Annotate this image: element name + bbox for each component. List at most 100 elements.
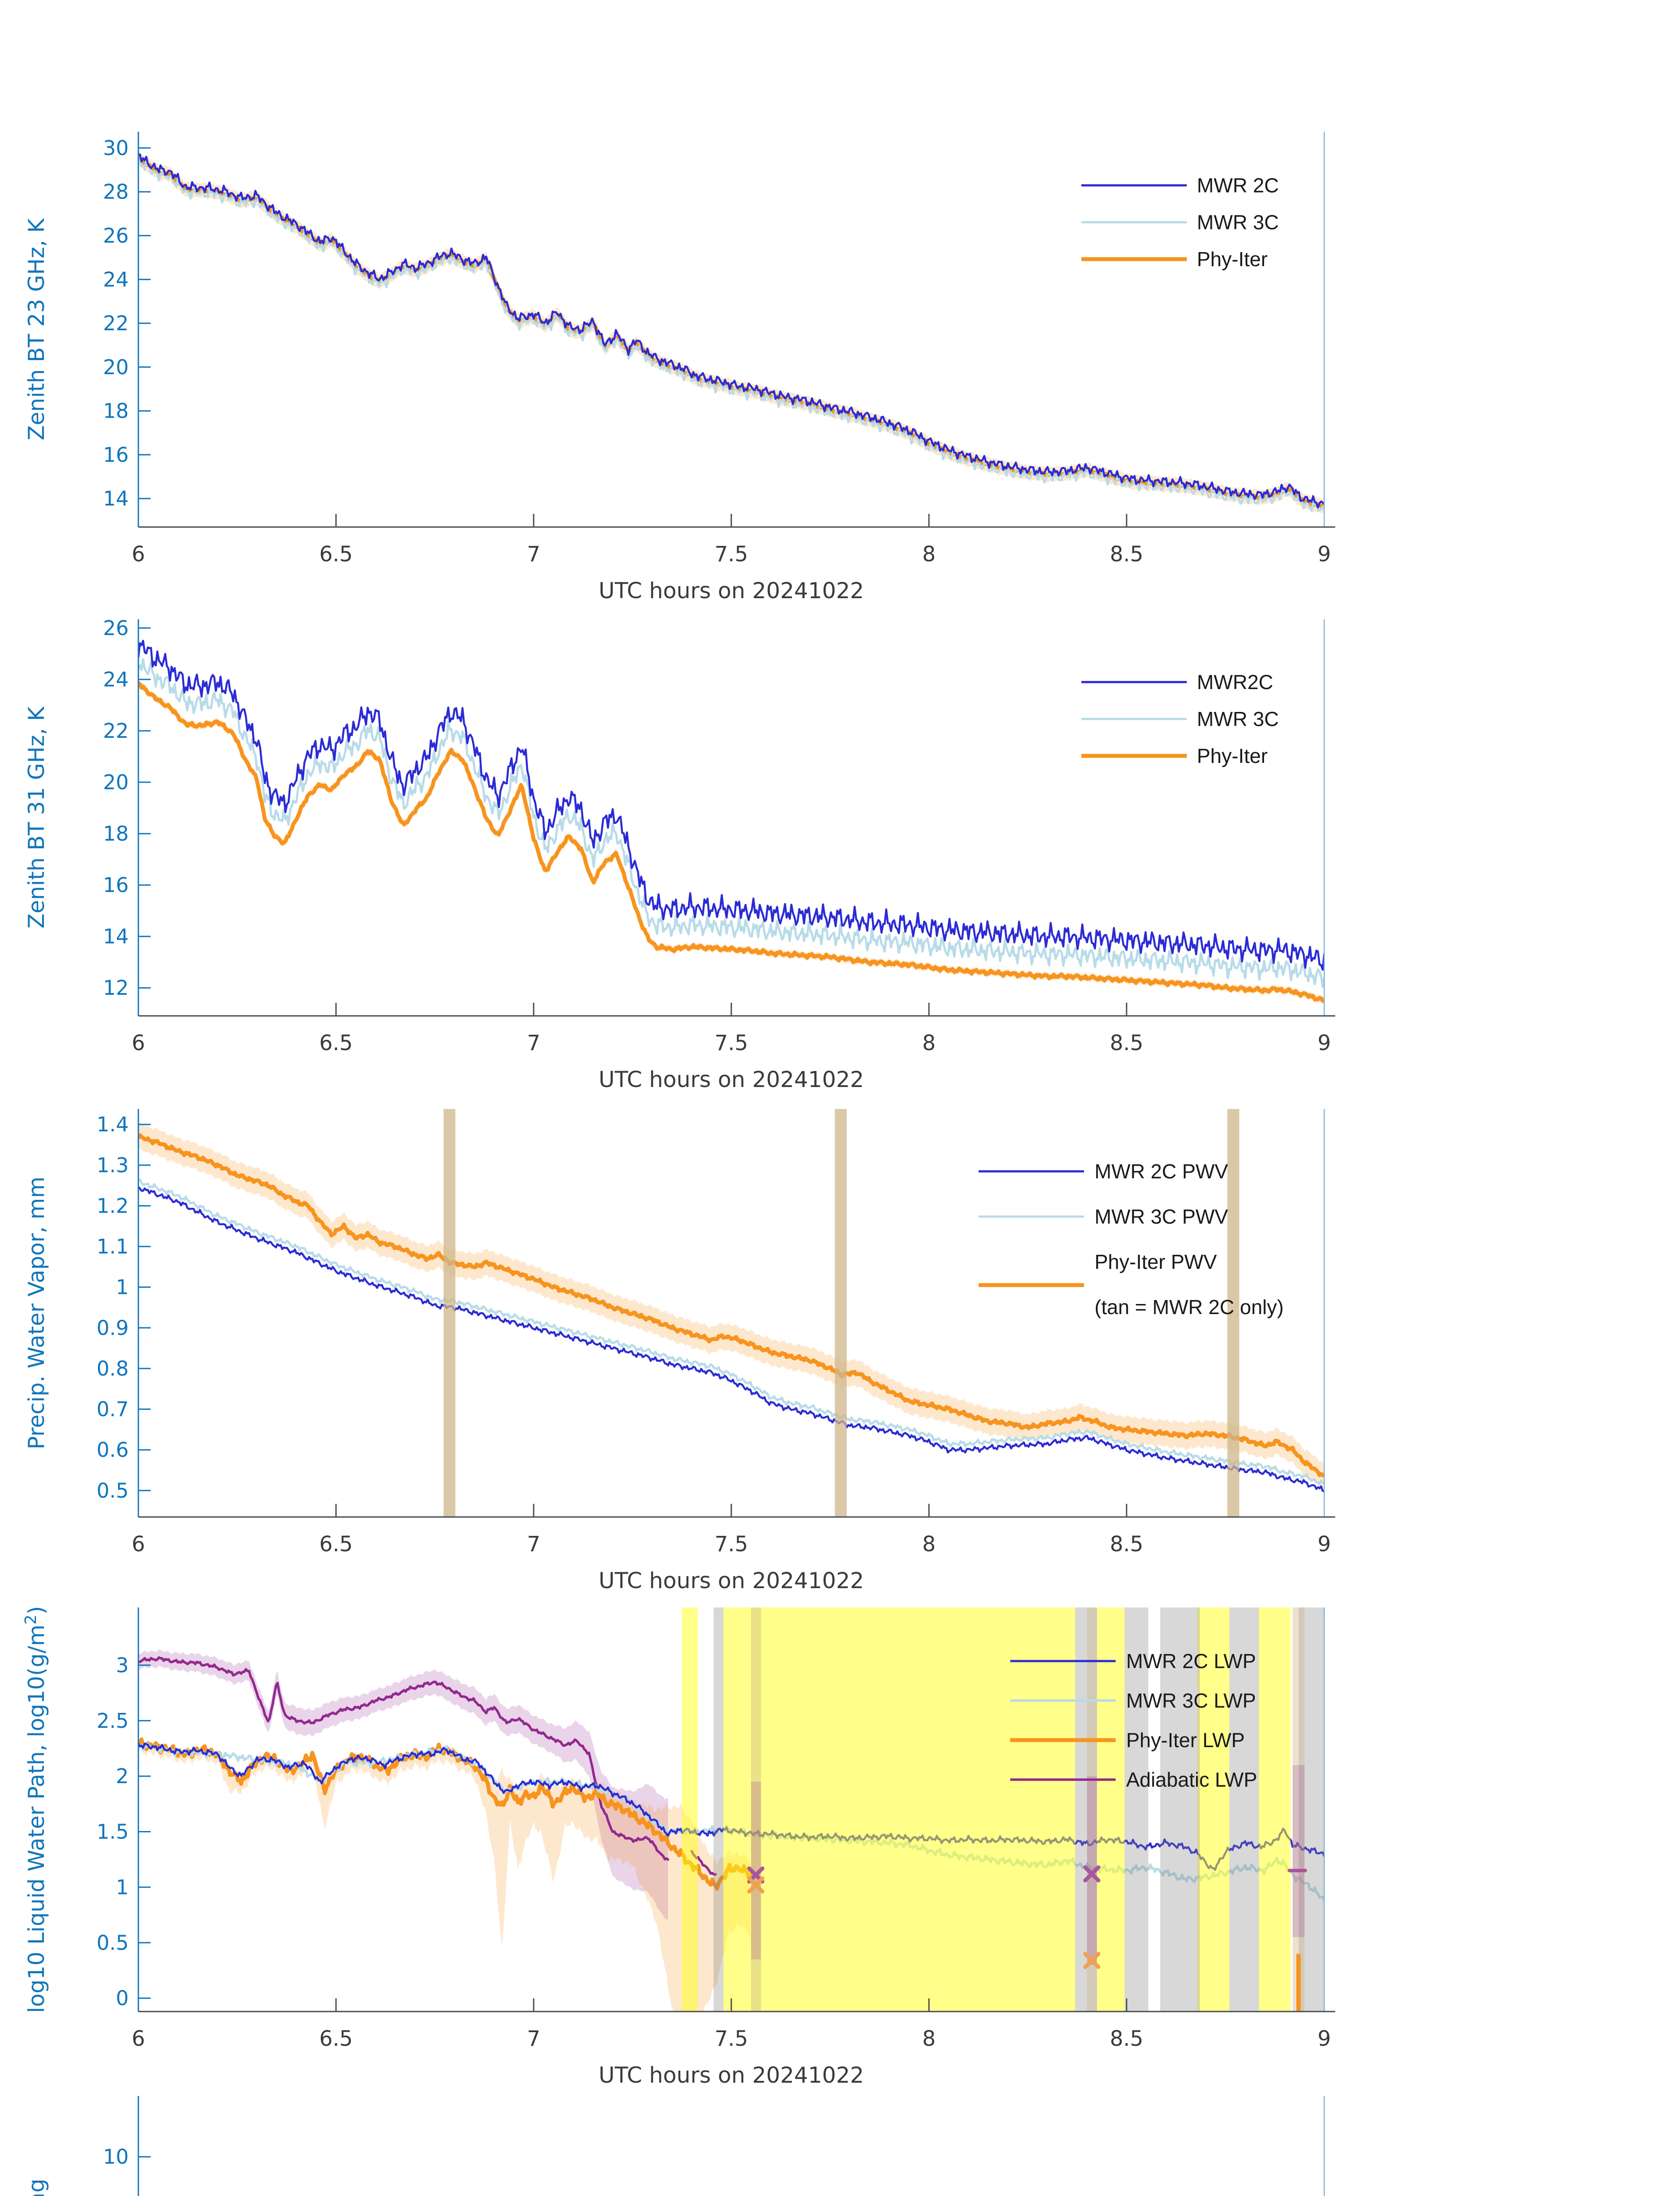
- y-tick-label: 24: [103, 668, 129, 691]
- x-tick-label: 7.5: [715, 1532, 748, 1557]
- x-tick-label: 8: [922, 1031, 936, 1055]
- x-tick-label: 8.5: [1110, 1532, 1143, 1557]
- legend-2: MWR2C MWR 3C Phy-Iter: [1081, 671, 1279, 767]
- legend-3: MWR 2C PWV MWR 3C PWV Phy-Iter PWV (tan = M…: [979, 1160, 1284, 1318]
- event-bar-tan-0: [751, 1607, 761, 2012]
- gray-band-3: [1160, 1607, 1200, 2012]
- axes-1: 14 16 18 20 22 24 26 28 30 6 6.5 7 7.5 8 8.5 9 UTC hours…: [24, 132, 1335, 603]
- series-line-mwr2c: [138, 153, 1324, 509]
- legend-label: Adiabatic LWP: [1126, 1768, 1257, 1791]
- y-tick-label: 2.5: [97, 1709, 129, 1733]
- y-tick-label: 1.2: [97, 1194, 129, 1217]
- y-tick-label: 3: [116, 1653, 129, 1677]
- series-line-mwr3c: [138, 1178, 1324, 1485]
- legend-label: MWR 3C PWV: [1095, 1205, 1228, 1228]
- x-tick-label: 8: [922, 2026, 936, 2051]
- y-tick-label: 1.4: [97, 1112, 129, 1136]
- legend-label: Phy-Iter: [1197, 248, 1268, 271]
- y-tick-label: 0: [116, 1987, 129, 2010]
- x-tick-label: 8.5: [1110, 542, 1143, 567]
- x-tick-label: 7: [527, 1031, 541, 1055]
- legend-label: Phy-Iter PWV: [1095, 1250, 1217, 1273]
- event-bar-purple-1: [1087, 1776, 1097, 1965]
- y-tick-label: 26: [103, 224, 129, 247]
- y-tick-label: 20: [103, 355, 129, 379]
- subplot-4: 0 0.5 1 1.5 2 2.5 3 6 6.5 7 7.5 8 8.5 9 UTC hours on 2…: [22, 1606, 1335, 2088]
- subplot-1: 14 16 18 20 22 24 26 28 30 6 6.5 7 7.5 8 8.5 9 UTC hours…: [24, 132, 1335, 603]
- y-tick-label: 0.8: [97, 1357, 129, 1380]
- x-axis-title: UTC hours on 20241022: [599, 578, 864, 603]
- y-tick-label: 16: [103, 873, 129, 897]
- x-tick-label: 7: [527, 542, 541, 567]
- x-tick-label: 9: [1318, 2026, 1331, 2051]
- y-tick-label: 24: [103, 267, 129, 291]
- y-tick-label: 0.9: [97, 1316, 129, 1340]
- tan-event-bar-2: [1227, 1109, 1239, 1517]
- y-tick-label: 1.1: [97, 1235, 129, 1258]
- axes-3: 0.5 0.6 0.7 0.8 0.9 1 1.1 1.2 1.3 1.4 6 6.5 7 7.5 8 8.5…: [24, 1109, 1335, 1593]
- y-axis-title: MWR Phy Iter DQ Flag: [24, 2179, 49, 2196]
- y-tick-label: 16: [103, 443, 129, 466]
- plot-area-3: [138, 1109, 1324, 1517]
- legend-label: MWR2C: [1197, 671, 1273, 693]
- gray-band-4: [1229, 1607, 1259, 2012]
- yellow-band-1: [723, 1607, 1075, 2012]
- plot-area-1: [138, 152, 1324, 514]
- axes-4: 0 0.5 1 1.5 2 2.5 3 6 6.5 7 7.5 8 8.5 9 UTC hours on 2…: [22, 1606, 1335, 2088]
- x-tick-label: 6.5: [319, 1031, 353, 1055]
- legend-label: (tan = MWR 2C only): [1095, 1296, 1284, 1318]
- gray-band-2: [1124, 1607, 1149, 2012]
- x-tick-label: 6.5: [319, 542, 353, 567]
- x-tick-label: 9: [1318, 1532, 1331, 1557]
- y-tick-label: 1: [116, 1275, 129, 1299]
- x-tick-label: 6: [132, 2026, 145, 2051]
- y-tick-label: 1.3: [97, 1153, 129, 1177]
- axes-2: 12 14 16 18 20 22 24 26 6 6.5 7 7.5 8 8.5 9 UTC hours o…: [24, 616, 1335, 1092]
- y-tick-label: 12: [103, 976, 129, 1000]
- legend-1: MWR 2C MWR 3C Phy-Iter: [1081, 174, 1279, 271]
- y-tick-label: 0.7: [97, 1398, 129, 1421]
- event-bar-tan-1: [1087, 1607, 1097, 2012]
- x-tick-label: 9: [1318, 542, 1331, 567]
- y-tick-label: 18: [103, 822, 129, 845]
- plot-area-2: [138, 639, 1324, 1004]
- gray-band-1: [1075, 1607, 1097, 2012]
- yellow-band-4: [1259, 1607, 1291, 2012]
- y-tick-label: 0.6: [97, 1438, 129, 1462]
- tan-event-bar-0: [443, 1109, 455, 1517]
- y-axis-title: log10 Liquid Water Path, log10(g/m2): [22, 1606, 49, 2013]
- series-line-phy: [138, 1133, 1324, 1477]
- y-tick-label: 22: [103, 311, 129, 335]
- legend-4: MWR 2C LWP MWR 3C LWP Phy-Iter LWP Adiabati…: [1010, 1650, 1257, 1791]
- subplot-2: 12 14 16 18 20 22 24 26 6 6.5 7 7.5 8 8.5 9 UTC hours o…: [24, 616, 1335, 1092]
- y-tick-label: 1: [116, 1875, 129, 1899]
- y-tick-label: 18: [103, 399, 129, 423]
- y-tick-label: 20: [103, 770, 129, 794]
- y-tick-label: 14: [103, 487, 129, 510]
- series-line-mwr2c: [138, 639, 1324, 971]
- x-tick-label: 8.5: [1110, 1031, 1143, 1055]
- legend-label: MWR 3C: [1197, 211, 1279, 234]
- yellow-band-0: [682, 1607, 698, 2012]
- legend-label: Phy-Iter: [1197, 744, 1268, 767]
- envelope-phy: [138, 1737, 751, 2012]
- series-line-mwr2c: [138, 1186, 1324, 1493]
- y-tick-label: 0.5: [97, 1931, 129, 1954]
- x-tick-label: 6: [132, 1532, 145, 1557]
- x-tick-label: 7.5: [715, 1031, 748, 1055]
- y-tick-label: 1.5: [97, 1820, 129, 1844]
- event-bar-purple-2: [1293, 1765, 1304, 1937]
- series-line-phy: [138, 681, 1324, 1003]
- y-tick-label: 28: [103, 180, 129, 204]
- x-tick-label: 6: [132, 542, 145, 567]
- y-tick-label: 14: [103, 925, 129, 948]
- yellow-band-3: [1198, 1607, 1229, 2012]
- yellow-band-2: [1097, 1607, 1125, 2012]
- event-bar-purple-0: [751, 1781, 761, 1960]
- x-marker-1: [747, 1876, 765, 1894]
- event-bar-tan-2: [1293, 1607, 1304, 2012]
- y-tick-label: 2: [116, 1764, 129, 1788]
